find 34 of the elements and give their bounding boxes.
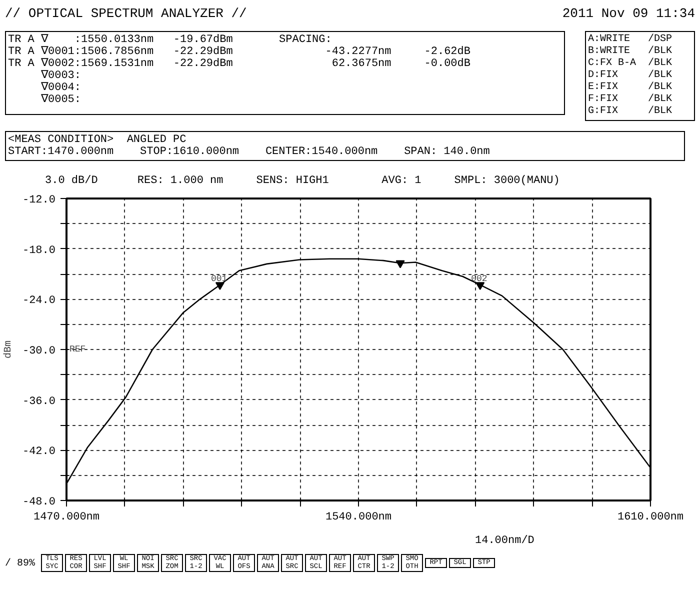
chart-subtitle: 2011 Nov 09 11:34 [562, 6, 695, 21]
text: ∇0005: [41, 94, 82, 106]
y-tick-label: -42.0 [22, 446, 56, 458]
text: D:FIX /BLK [588, 70, 672, 81]
y-tick-label: -18.0 [22, 244, 56, 257]
y-axis-title: dBm [2, 340, 14, 358]
text: ∇0004: [41, 82, 82, 94]
y-tick-label: -36.0 [22, 396, 56, 408]
text: C:FX B-A /BLK [588, 58, 672, 69]
annotation: REF [70, 344, 86, 354]
annotation: 002 [471, 274, 488, 284]
x-tick-label: 1540.000nm [325, 512, 392, 524]
x-tick-label: 1610.000nm [617, 512, 684, 524]
text: ∇0003: [41, 70, 82, 82]
text: 3.0 dB/D RES: 1.000 nm SENS: HIGH1 AVG: 1 SMPL: 3000(MANU) [44, 175, 560, 187]
text: START:1470.000nm STOP:1610.000nm CENTER:1540.000nm SPAN: 140.0nm [8, 146, 490, 158]
text: / 89% [5, 559, 36, 570]
text: A:WRITE /DSP [588, 34, 672, 45]
annotation: 001 [210, 274, 228, 284]
text: B:WRITE /BLK [588, 46, 672, 57]
x-tick-label: 1470.000nm [33, 512, 100, 524]
text: 14.00nm/D [474, 535, 534, 547]
text: TR A ∇0001:1506.7856nm -22.29dBm -43.2277nm -2.62dB [8, 46, 470, 58]
text: TR A ∇0002:1569.1531nm -22.29dBm 62.3675nm -0.00dB [8, 58, 470, 70]
text: E:FIX /BLK [588, 82, 672, 93]
y-tick-label: -12.0 [22, 194, 56, 206]
text: <MEAS CONDITION> ANGLED PC [8, 134, 186, 146]
y-tick-label: -24.0 [22, 295, 56, 308]
text: G:FIX /BLK [588, 106, 672, 117]
chart-title: // OPTICAL SPECTRUM ANALYZER // [5, 6, 247, 21]
y-tick-label: -48.0 [22, 496, 56, 508]
y-tick-label: -30.0 [22, 346, 56, 358]
text: TR A ∇ :1550.0133nm -19.67dBm SPACING: [8, 34, 332, 46]
text: F:FIX /BLK [588, 94, 672, 105]
